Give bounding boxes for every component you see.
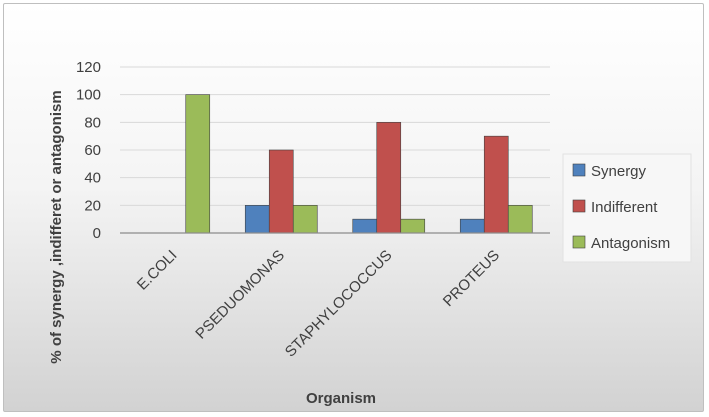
legend-label-indifferent: Indifferent [591,199,658,216]
y-tick-label-20: 20 [84,197,101,214]
x-tick-label-staphylococcus: STAPHYLOCOCCUS [282,247,396,361]
bar-antagonism-staphylococcus [400,218,426,234]
bar-antagonism-proteus [507,205,533,234]
bar-antagonism-e-coli [185,94,211,234]
y-tick-label-120: 120 [76,59,101,76]
bar-synergy-proteus [459,218,485,234]
x-axis-label: Organism [306,390,376,407]
y-tick-label-60: 60 [84,142,101,159]
legend-label-antagonism: Antagonism [591,235,670,252]
legend-label-synergy: Synergy [591,163,647,180]
bar-indifferent-proteus [483,135,509,234]
x-tick-label-e-coli: E.COLI [134,247,181,294]
legend-swatch-antagonism [572,235,586,249]
y-tick-label-100: 100 [76,87,101,104]
legend-swatch-indifferent [572,199,586,213]
y-tick-label-0: 0 [93,225,101,242]
legend-swatch-synergy [572,163,586,177]
y-tick-labels: 0 20 40 60 80 100 120 [76,59,101,242]
x-tick-label-proteus: PROTEUS [440,247,503,310]
bar-indifferent-pseduomonas [268,149,294,234]
x-tick-label-pseduomonas: PSEDUOMONAS [192,247,288,343]
bar-synergy-staphylococcus [352,218,378,234]
legend: Synergy Indifferent Antagonism [562,153,692,263]
bars [185,94,533,234]
bar-antagonism-pseduomonas [292,205,318,234]
y-tick-label-80: 80 [84,114,101,131]
bar-indifferent-staphylococcus [376,122,402,234]
y-tick-label-40: 40 [84,170,101,187]
y-axis-label: % of synergy ,indifferet or antagonism [48,90,65,363]
bar-synergy-pseduomonas [244,205,270,234]
